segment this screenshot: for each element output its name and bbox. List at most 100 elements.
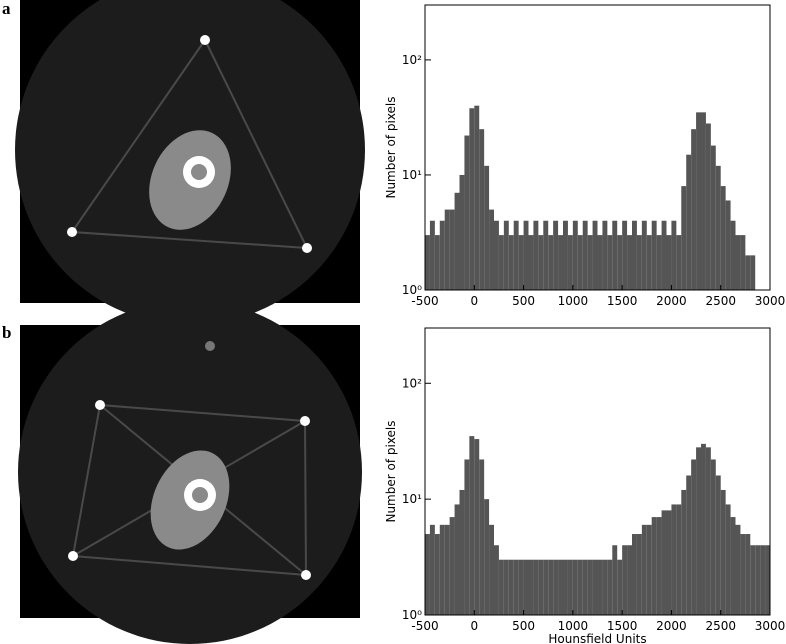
bar	[617, 559, 623, 615]
bar	[528, 559, 534, 615]
bar	[434, 235, 440, 290]
bar	[602, 220, 608, 290]
bar	[720, 489, 726, 615]
y-tick-label: 10¹	[402, 492, 422, 506]
bar	[651, 517, 657, 615]
bar	[632, 534, 637, 615]
bar	[572, 220, 578, 290]
bar	[513, 220, 519, 290]
bar	[691, 459, 697, 615]
bar	[484, 499, 490, 615]
bar	[582, 220, 588, 290]
x-tick-label: 1000	[558, 294, 589, 308]
bar	[627, 545, 632, 615]
bar	[484, 165, 490, 290]
bar	[494, 220, 499, 290]
bar	[498, 235, 504, 290]
plot-frame	[424, 4, 771, 291]
x-tick-label: 500	[512, 294, 535, 308]
bar	[469, 108, 475, 290]
bar	[425, 534, 430, 615]
x-tick-label: 1500	[607, 619, 638, 633]
bar	[523, 559, 529, 615]
bar	[533, 559, 539, 615]
bar	[705, 447, 711, 615]
x-tick-label: 2500	[705, 294, 736, 308]
ct-image-b	[18, 300, 362, 644]
bar	[646, 524, 652, 615]
bar	[686, 154, 692, 290]
bar	[444, 209, 450, 290]
bar	[701, 443, 706, 615]
bar	[518, 235, 524, 290]
x-axis-label: Hounsfield Units	[548, 632, 646, 644]
bar	[666, 510, 672, 615]
bar	[518, 559, 524, 615]
bar	[577, 559, 583, 615]
bar	[567, 559, 573, 615]
bar	[641, 220, 647, 290]
bar	[474, 105, 480, 290]
bar	[730, 517, 736, 615]
bar	[489, 209, 494, 290]
bar	[592, 220, 598, 290]
bar	[646, 235, 652, 290]
bar	[577, 235, 583, 290]
bar	[587, 235, 593, 290]
bar	[602, 559, 608, 615]
bar	[582, 559, 588, 615]
bar	[459, 489, 465, 615]
bar	[523, 220, 529, 290]
bar	[735, 235, 741, 290]
bar	[730, 220, 736, 290]
bar	[696, 447, 701, 615]
bar	[725, 200, 731, 290]
bar	[449, 517, 455, 615]
bar	[508, 235, 514, 290]
bar	[710, 145, 716, 290]
x-tick-label: 0	[470, 294, 478, 308]
x-tick-label: 2000	[656, 619, 687, 633]
bar	[439, 220, 445, 290]
bar	[745, 534, 751, 615]
bar	[755, 545, 761, 615]
bar	[508, 559, 514, 615]
bar	[725, 504, 731, 615]
bar	[558, 235, 563, 290]
bar	[464, 459, 470, 615]
x-tick-label: 3000	[755, 294, 786, 308]
bar	[671, 220, 677, 290]
y-tick-label: 10⁰	[402, 608, 422, 622]
bar	[740, 534, 746, 615]
x-tick-label: 3000	[755, 619, 786, 633]
bar	[538, 235, 544, 290]
plot-frame	[424, 327, 771, 616]
bar	[543, 559, 549, 615]
bar	[563, 220, 568, 290]
bar	[666, 235, 672, 290]
bar	[651, 220, 657, 290]
bar	[538, 559, 544, 615]
y-axis-label: Number of pixels	[384, 420, 398, 522]
bar	[612, 220, 618, 290]
bar	[533, 220, 539, 290]
bar	[548, 235, 554, 290]
y-tick-label: 10²	[402, 376, 422, 390]
bar	[622, 545, 628, 615]
bar	[676, 235, 682, 290]
bar	[597, 235, 603, 290]
bar	[681, 186, 687, 290]
bar	[612, 545, 618, 615]
bar	[592, 559, 598, 615]
bar	[636, 235, 642, 290]
bar	[429, 524, 435, 615]
bar	[434, 534, 440, 615]
bar	[528, 235, 534, 290]
bar	[750, 255, 756, 290]
bar	[740, 235, 746, 290]
bar	[632, 220, 637, 290]
bar	[636, 534, 642, 615]
bar	[439, 524, 445, 615]
bar	[607, 235, 613, 290]
